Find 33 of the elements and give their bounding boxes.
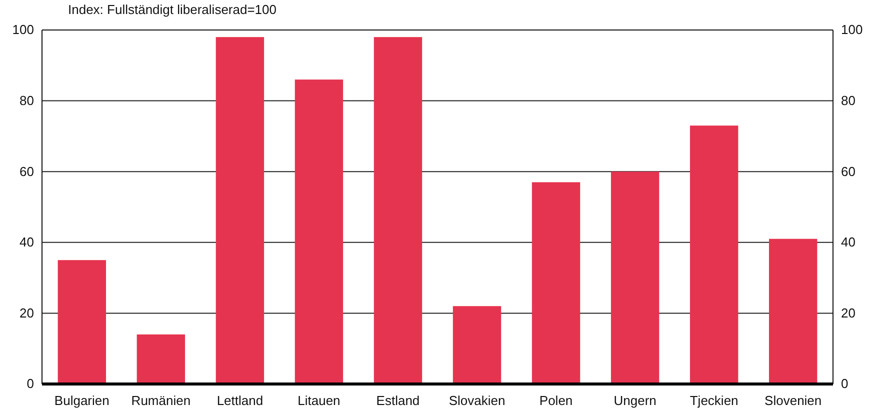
x-tick-label: Slovenien — [764, 393, 822, 408]
y-tick-label: 100 — [12, 22, 34, 38]
y2-tick-label: 80 — [841, 92, 856, 108]
chart-subtitle: Index: Fullständigt liberaliserad=100 — [68, 2, 276, 17]
y-tick-label: 40 — [20, 234, 34, 250]
y-tick-label: 20 — [20, 305, 34, 320]
bar — [690, 126, 738, 384]
y2-tick-label: 60 — [841, 164, 856, 179]
y2-tick-label: 0 — [841, 376, 848, 392]
bar — [58, 260, 106, 384]
y-tick-label: 0 — [26, 376, 34, 392]
bar — [374, 37, 422, 384]
x-tick-label: Estland — [376, 393, 420, 408]
y2-tick-label: 40 — [841, 234, 856, 250]
x-tick-label: Ungern — [614, 393, 656, 408]
bar — [610, 172, 660, 384]
x-tick-label: Tjeckien — [690, 393, 738, 408]
bar — [216, 37, 264, 384]
y2-tick-label: 100 — [841, 22, 863, 38]
bar — [294, 80, 344, 384]
bar — [532, 182, 580, 384]
x-tick-label: Litauen — [298, 393, 340, 408]
bar — [768, 238, 818, 384]
x-tick-label: Rumänien — [131, 393, 191, 408]
x-tick-label: Polen — [539, 393, 573, 408]
y2-tick-label: 20 — [841, 305, 856, 320]
bar — [136, 334, 186, 384]
x-tick-label: Bulgarien — [54, 393, 110, 408]
y-tick-label: 80 — [20, 92, 34, 108]
x-tick-label: Slovakien — [448, 393, 506, 408]
x-tick-label: Lettland — [216, 393, 264, 408]
y-tick-label: 60 — [20, 164, 34, 179]
bar — [452, 306, 502, 384]
